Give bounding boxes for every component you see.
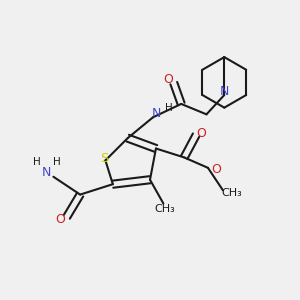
Text: O: O (55, 213, 65, 226)
Text: O: O (164, 73, 173, 86)
Text: O: O (211, 164, 221, 176)
Text: H: H (53, 157, 61, 167)
Text: S: S (100, 152, 108, 165)
Text: H: H (165, 103, 173, 113)
Text: CH₃: CH₃ (154, 204, 175, 214)
Text: O: O (196, 127, 206, 140)
Text: N: N (152, 107, 161, 120)
Text: CH₃: CH₃ (221, 188, 242, 198)
Text: H: H (33, 157, 41, 167)
Text: N: N (42, 166, 52, 179)
Text: N: N (220, 85, 229, 98)
